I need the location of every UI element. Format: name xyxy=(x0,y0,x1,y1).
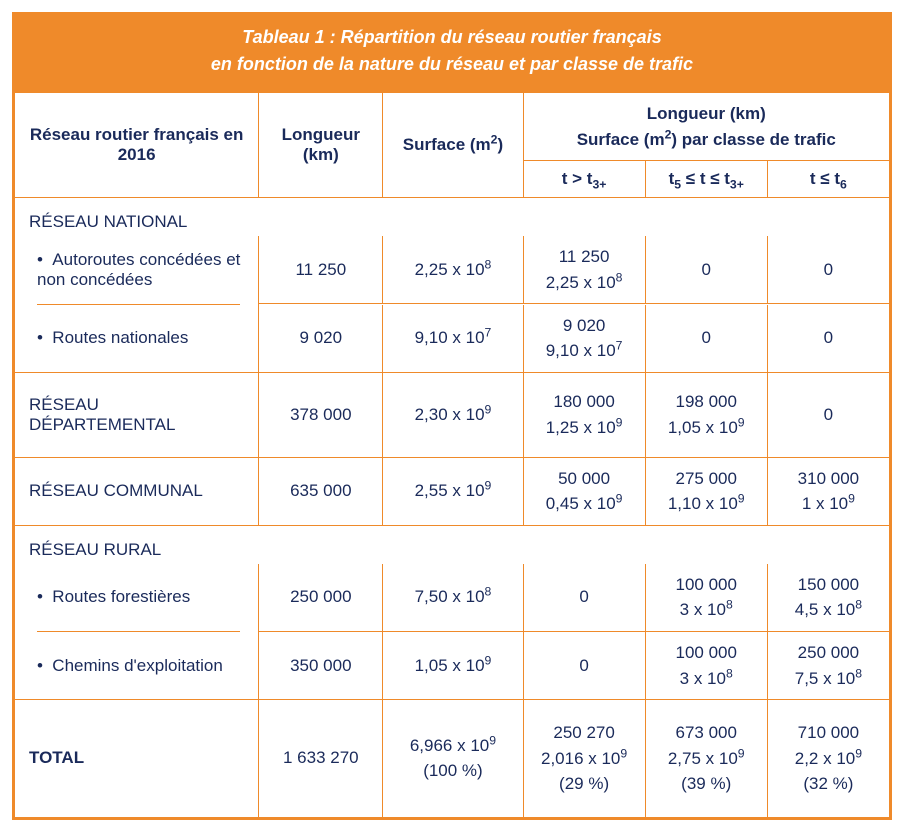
cell-value: 180 000 1,25 x 109 xyxy=(523,372,645,457)
row-chemins: •Chemins d'exploitation 350 000 1,05 x 1… xyxy=(15,632,890,700)
label-routes-nationales: •Routes nationales xyxy=(15,305,259,373)
col-header-length: Longueur (km) xyxy=(259,93,383,198)
cell-value: 100 000 3 x 108 xyxy=(645,564,767,632)
label-forestieres: •Routes forestières xyxy=(15,564,259,632)
cell-value: 635 000 xyxy=(259,457,383,525)
cell-value: 11 250 2,25 x 108 xyxy=(523,236,645,304)
cell-value: 250 000 xyxy=(259,564,383,632)
row-total: TOTAL 1 633 270 6,966 x 109 (100 %) 250 … xyxy=(15,700,890,818)
cell-value: 9 020 xyxy=(259,305,383,373)
section-head-national: RÉSEAU NATIONAL xyxy=(15,198,890,237)
table-caption: Tableau 1 : Répartition du réseau routie… xyxy=(14,14,890,92)
group-header-line2: Surface (m2) par classe de trafic xyxy=(534,127,879,153)
label-communal: RÉSEAU COMMUNAL xyxy=(15,457,259,525)
row-routes-nationales: •Routes nationales 9 020 9,10 x 107 9 02… xyxy=(15,305,890,373)
cell-value: 150 000 4,5 x 108 xyxy=(767,564,889,632)
col-header-network: Réseau routier français en 2016 xyxy=(15,93,259,198)
cell-value: 0 xyxy=(767,305,889,373)
cell-value: 0 xyxy=(767,236,889,304)
cell-value: 2,55 x 109 xyxy=(383,457,523,525)
cell-value: 198 000 1,05 x 109 xyxy=(645,372,767,457)
cell-value: 9 020 9,10 x 107 xyxy=(523,305,645,373)
cell-value: 11 250 xyxy=(259,236,383,304)
cell-value: 0 xyxy=(645,236,767,304)
table-header: Réseau routier français en 2016 Longueur… xyxy=(15,93,890,198)
row-departemental: RÉSEAU DÉPARTEMENTAL 378 000 2,30 x 109 … xyxy=(15,372,890,457)
col-header-tc1: t > t3+ xyxy=(523,161,645,198)
road-network-table: Tableau 1 : Répartition du réseau routie… xyxy=(12,12,892,820)
cell-value: 250 270 2,016 x 109 (29 %) xyxy=(523,700,645,818)
cell-value: 1 633 270 xyxy=(259,700,383,818)
caption-line-1: Tableau 1 : Répartition du réseau routie… xyxy=(26,24,878,51)
cell-value: 2,30 x 109 xyxy=(383,372,523,457)
cell-value: 0 xyxy=(767,372,889,457)
cell-value: 2,25 x 108 xyxy=(383,236,523,304)
label-departemental: RÉSEAU DÉPARTEMENTAL xyxy=(15,372,259,457)
data-table: Réseau routier français en 2016 Longueur… xyxy=(14,92,890,818)
label-chemins: •Chemins d'exploitation xyxy=(15,632,259,700)
cell-value: 100 000 3 x 108 xyxy=(645,632,767,700)
col-header-tc2: t5 ≤ t ≤ t3+ xyxy=(645,161,767,198)
cell-value: 6,966 x 109 (100 %) xyxy=(383,700,523,818)
cell-value: 1,05 x 109 xyxy=(383,632,523,700)
label-total: TOTAL xyxy=(15,700,259,818)
col-header-surface: Surface (m2) xyxy=(383,93,523,198)
col-header-traffic-group: Longueur (km) Surface (m2) par classe de… xyxy=(523,93,889,161)
cell-value: 0 xyxy=(645,305,767,373)
cell-value: 0 xyxy=(523,564,645,632)
caption-line-2: en fonction de la nature du réseau et pa… xyxy=(26,51,878,78)
col-header-tc3: t ≤ t6 xyxy=(767,161,889,198)
cell-value: 275 000 1,10 x 109 xyxy=(645,457,767,525)
cell-value: 710 000 2,2 x 109 (32 %) xyxy=(767,700,889,818)
cell-value: 9,10 x 107 xyxy=(383,305,523,373)
cell-value: 50 000 0,45 x 109 xyxy=(523,457,645,525)
group-header-line1: Longueur (km) xyxy=(534,101,879,127)
cell-value: 310 000 1 x 109 xyxy=(767,457,889,525)
cell-value: 7,50 x 108 xyxy=(383,564,523,632)
label-autoroutes: •Autoroutes concédées et non concédées xyxy=(15,236,259,304)
cell-value: 350 000 xyxy=(259,632,383,700)
row-forestieres: •Routes forestières 250 000 7,50 x 108 0… xyxy=(15,564,890,632)
section-head-rural: RÉSEAU RURAL xyxy=(15,525,890,564)
cell-value: 0 xyxy=(523,632,645,700)
row-autoroutes: •Autoroutes concédées et non concédées 1… xyxy=(15,236,890,304)
cell-value: 378 000 xyxy=(259,372,383,457)
row-communal: RÉSEAU COMMUNAL 635 000 2,55 x 109 50 00… xyxy=(15,457,890,525)
cell-value: 673 000 2,75 x 109 (39 %) xyxy=(645,700,767,818)
cell-value: 250 000 7,5 x 108 xyxy=(767,632,889,700)
